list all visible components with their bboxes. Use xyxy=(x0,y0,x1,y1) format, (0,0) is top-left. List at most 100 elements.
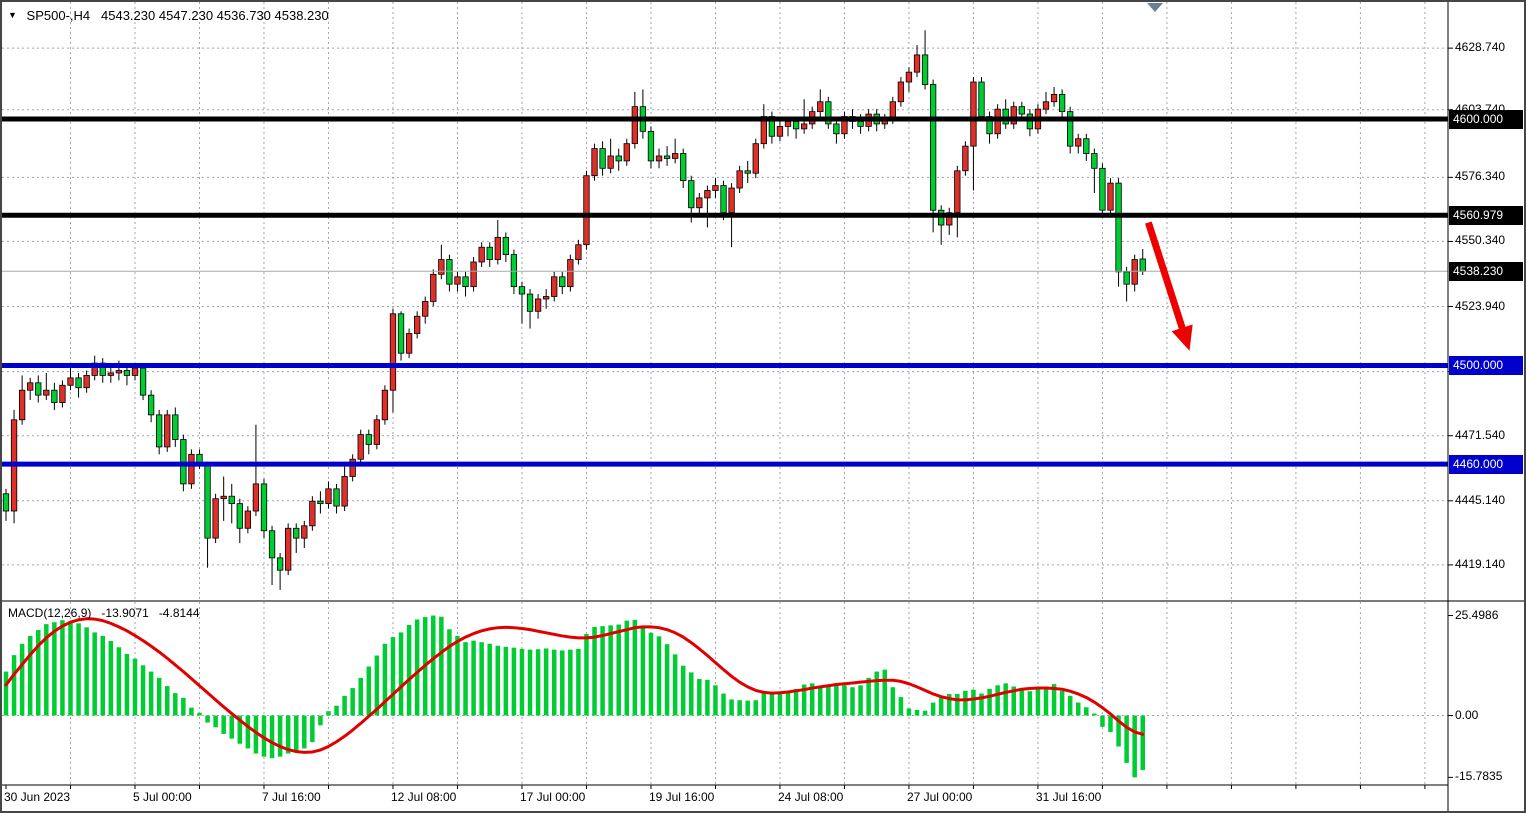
macd-histogram-bar xyxy=(656,636,662,716)
candle-body xyxy=(397,313,405,354)
candle-body xyxy=(389,313,397,391)
macd-histogram-bar xyxy=(447,629,452,716)
macd-histogram-bar xyxy=(1011,686,1016,716)
macd-histogram-bar xyxy=(1124,715,1129,763)
macd-histogram-bar xyxy=(930,702,936,716)
chart-shift-marker-icon[interactable] xyxy=(1147,3,1163,12)
candle-body xyxy=(357,434,364,460)
macd-histogram-bar xyxy=(890,687,896,716)
candle-body xyxy=(857,121,864,127)
symbol-dropdown-icon[interactable]: ▼ xyxy=(8,10,17,20)
trend-arrow-head[interactable] xyxy=(1171,324,1193,351)
macd-histogram-bar xyxy=(1059,690,1065,716)
trend-arrow-shaft[interactable] xyxy=(1145,221,1188,335)
candle-body xyxy=(591,148,598,177)
macd-histogram-bar xyxy=(1100,715,1105,727)
macd-histogram-bar xyxy=(277,715,283,757)
macd-histogram-bar xyxy=(253,715,259,754)
macd-scale-zero: 0.00 xyxy=(1455,707,1479,722)
macd-histogram-bar xyxy=(858,685,863,716)
candle-body xyxy=(833,123,840,135)
candle-body xyxy=(921,54,929,85)
candle-body xyxy=(1115,182,1122,273)
candle-body xyxy=(123,370,131,376)
candle-body xyxy=(43,389,50,396)
macd-histogram-bar xyxy=(92,632,97,716)
candle-body xyxy=(414,315,421,334)
candle-body xyxy=(655,155,663,162)
candle-body xyxy=(373,419,381,445)
time-axis-label: 19 Jul 16:00 xyxy=(648,790,715,804)
candle-body xyxy=(929,84,937,211)
macd-histogram-bar xyxy=(1084,707,1089,716)
candle-body xyxy=(1107,182,1114,211)
price-axis-label: 4445.140 xyxy=(1455,492,1506,507)
candle-body xyxy=(293,527,300,539)
time-axis-label: 12 Jul 08:00 xyxy=(390,790,457,804)
candle-body xyxy=(139,367,147,396)
macd-histogram-bar xyxy=(874,671,879,716)
macd-histogram-bar xyxy=(84,627,89,716)
macd-histogram-bar xyxy=(753,700,759,716)
candle-body xyxy=(615,155,622,162)
macd-histogram-bar xyxy=(616,624,621,716)
candle-body xyxy=(817,101,824,113)
macd-histogram-bar xyxy=(914,710,920,716)
price-axis-label: 4471.540 xyxy=(1455,427,1506,442)
candle-body xyxy=(381,389,389,421)
candle-body xyxy=(1139,258,1146,272)
candle-body xyxy=(526,293,534,312)
candle-body xyxy=(583,175,590,246)
time-axis-label: 27 Jul 00:00 xyxy=(906,790,973,804)
candle-body xyxy=(946,212,953,226)
candle-body xyxy=(712,185,719,191)
candle-body xyxy=(704,190,711,199)
macd-histogram-bar xyxy=(519,648,525,716)
macd-histogram-bar xyxy=(27,635,33,716)
macd-histogram-bar xyxy=(882,669,888,716)
candle-body xyxy=(1075,138,1082,147)
macd-histogram-bar xyxy=(398,632,404,716)
macd-histogram-bar xyxy=(310,715,315,743)
macd-histogram-bar xyxy=(1075,702,1081,716)
price-level-tag: 4600.000 xyxy=(1449,109,1523,129)
macd-histogram-bar xyxy=(898,697,904,716)
time-axis-label: 17 Jul 00:00 xyxy=(519,790,586,804)
candle-body xyxy=(365,434,372,445)
candle-body xyxy=(228,495,235,505)
macd-histogram-bar xyxy=(116,647,122,716)
macd-histogram-bar xyxy=(156,677,162,716)
macd-histogram-bar xyxy=(302,715,307,749)
price-level-tag: 4500.000 xyxy=(1449,356,1523,376)
macd-histogram-bar xyxy=(350,688,355,716)
candle-body xyxy=(728,187,735,214)
candle-body xyxy=(897,81,905,103)
candle-body xyxy=(978,81,985,117)
candle-body xyxy=(776,125,784,137)
macd-histogram-bar xyxy=(511,647,517,716)
candle-body xyxy=(607,155,614,169)
candle-body xyxy=(18,389,26,421)
candle-body xyxy=(1010,106,1017,125)
macd-histogram-bar xyxy=(487,643,492,716)
candle-body xyxy=(825,101,832,125)
candle-body xyxy=(663,155,671,159)
candle-body xyxy=(970,81,977,147)
candle-body xyxy=(188,453,195,485)
candle-body xyxy=(913,54,921,73)
macd-histogram-bar xyxy=(866,677,871,716)
candle-body xyxy=(1042,101,1050,110)
macd-histogram-bar xyxy=(826,684,831,716)
macd-histogram-bar xyxy=(140,665,146,716)
macd-histogram-bar xyxy=(213,715,218,728)
macd-histogram-bar xyxy=(769,691,775,716)
candle-body xyxy=(905,71,913,83)
candle-body xyxy=(204,463,211,539)
candle-body xyxy=(889,101,896,120)
macd-histogram-bar xyxy=(995,685,1000,716)
macd-histogram-bar xyxy=(527,649,533,716)
time-axis-label: 24 Jul 08:00 xyxy=(777,790,844,804)
macd-histogram-bar xyxy=(181,697,186,716)
